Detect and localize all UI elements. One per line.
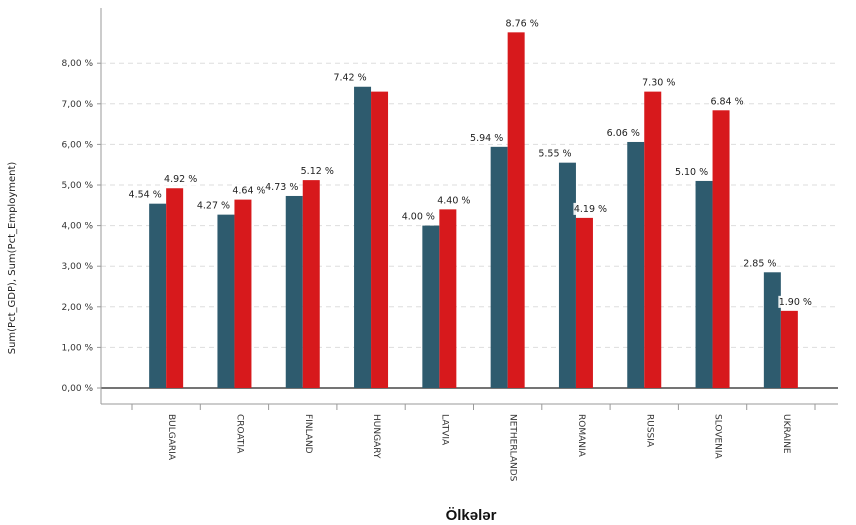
data-label: 6.84 % xyxy=(710,96,743,107)
data-label: 1.90 % xyxy=(779,297,812,308)
bar-slovenia-series-1 xyxy=(695,180,713,388)
data-label: 4.92 % xyxy=(164,174,197,185)
data-label: 7.30 % xyxy=(642,78,675,89)
y-tick-label: 2,00 % xyxy=(62,303,94,313)
data-label: 4.64 % xyxy=(232,186,265,197)
x-tick-label: HUNGARY xyxy=(371,414,381,459)
y-tick-label: 4,00 % xyxy=(62,222,94,232)
x-tick-label: FINLAND xyxy=(303,414,313,454)
x-tick-label: SLOVENIA xyxy=(713,414,723,460)
data-label: 5.10 % xyxy=(675,167,708,178)
bar-bulgaria-series-1 xyxy=(149,203,167,388)
bar-romania-series-1 xyxy=(558,162,576,388)
data-label: 4.27 % xyxy=(197,201,230,212)
data-label: 4.00 % xyxy=(402,212,435,223)
bar-ukraine-series-2 xyxy=(780,310,798,388)
x-tick-label: CROATIA xyxy=(234,414,244,454)
data-labels: 4.54 %4.92 % 4.27 %4.64 % 4.73 %5.12 % 7.42… xyxy=(128,17,813,308)
bar-croatia-series-1 xyxy=(217,214,235,388)
data-label-bg xyxy=(163,173,198,186)
data-label-bg xyxy=(674,165,709,178)
data-label-bg xyxy=(128,188,163,201)
data-label-bg xyxy=(573,202,608,215)
data-label-bg xyxy=(264,180,299,193)
data-label-bg xyxy=(436,194,471,207)
bar-russia-series-1 xyxy=(627,141,645,388)
data-label: 4.73 % xyxy=(265,182,298,193)
bar-hungary-series-2 xyxy=(371,91,389,389)
data-label: 6.06 % xyxy=(607,128,640,139)
data-label-bg xyxy=(778,295,813,308)
data-label-bg xyxy=(505,17,540,30)
data-label: 7.42 % xyxy=(333,73,366,84)
bar-latvia-series-1 xyxy=(422,225,440,388)
bar-finland-series-2 xyxy=(302,180,320,388)
y-tick-label: 1,00 % xyxy=(62,343,94,353)
data-label-bg xyxy=(606,126,641,139)
bar-netherlands-series-2 xyxy=(507,32,525,389)
data-label-bg xyxy=(710,95,745,108)
y-tick-label: 7,00 % xyxy=(62,100,94,110)
data-label-bg xyxy=(196,199,231,212)
bars xyxy=(149,32,798,389)
x-tick-label: BULGARIA xyxy=(166,414,176,461)
bar-finland-series-1 xyxy=(285,195,303,388)
bar-ukraine-series-1 xyxy=(763,272,781,388)
bar-romania-series-2 xyxy=(575,217,593,388)
data-label: 2.85 % xyxy=(743,258,776,269)
data-label: 4.40 % xyxy=(437,195,470,206)
y-axis-title: Sum(Pct_GDP), Sum(Pct_Employment) xyxy=(7,162,18,355)
data-label: 5.12 % xyxy=(301,166,334,177)
bar-hungary-series-1 xyxy=(354,86,372,389)
data-label-bg xyxy=(537,147,572,160)
x-tick-label: LATVIA xyxy=(439,414,449,446)
x-tick-label: RUSSIA xyxy=(644,414,654,448)
bar-slovenia-series-2 xyxy=(712,110,730,389)
data-label: 8.76 % xyxy=(506,18,539,29)
data-label: 4.19 % xyxy=(574,204,607,215)
x-axis-title: Ölkələr xyxy=(446,507,497,524)
bar-russia-series-2 xyxy=(644,91,662,389)
y-tick-label: 0,00 % xyxy=(62,384,94,394)
bar-croatia-series-2 xyxy=(234,199,252,388)
y-tick-label: 5,00 % xyxy=(62,181,94,191)
x-tick-label: UKRAINE xyxy=(781,414,791,454)
bar-latvia-series-2 xyxy=(439,209,457,388)
data-label: 4.54 % xyxy=(129,190,162,201)
x-axis-ticks: BULGARIA CROATIA FINLAND HUNGARY LATVIA NETHE… xyxy=(131,404,816,482)
y-axis-ticks: 0,00 % 1,00 % 2,00 % 3,00 % 4,00 % 5,00 % 6,00… xyxy=(62,59,101,394)
data-label: 5.94 % xyxy=(470,133,503,144)
data-label-bg xyxy=(333,71,368,84)
data-label-bg xyxy=(469,131,504,144)
y-tick-label: 8,00 % xyxy=(62,59,94,69)
data-label-bg xyxy=(231,184,266,197)
y-tick-label: 3,00 % xyxy=(62,262,94,272)
data-label: 5.55 % xyxy=(538,149,571,160)
y-tick-label: 6,00 % xyxy=(62,140,94,150)
data-label-bg xyxy=(742,257,777,270)
data-label-bg xyxy=(401,210,436,223)
bar-bulgaria-series-2 xyxy=(166,188,184,388)
x-tick-label: NETHERLANDS xyxy=(508,414,518,482)
bar-netherlands-series-1 xyxy=(490,146,508,388)
x-tick-label: ROMANIA xyxy=(576,414,586,458)
data-label-bg xyxy=(300,165,335,178)
data-label-bg xyxy=(641,76,676,89)
